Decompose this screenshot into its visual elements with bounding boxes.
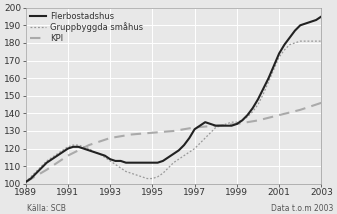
- Flerbostadshus: [24, 181, 28, 183]
- Line: Gruppbyggda småhus: Gruppbyggda småhus: [26, 41, 321, 182]
- Flerbostadshus: [150, 161, 154, 164]
- KPI: [108, 137, 112, 139]
- Gruppbyggda småhus: [319, 40, 324, 42]
- Gruppbyggda småhus: [229, 121, 234, 123]
- Gruppbyggda småhus: [150, 177, 154, 180]
- Text: Data t.o.m 2003: Data t.o.m 2003: [271, 204, 334, 213]
- Flerbostadshus: [103, 154, 107, 157]
- Flerbostadshus: [34, 172, 38, 175]
- KPI: [172, 130, 176, 132]
- Line: Flerbostadshus: Flerbostadshus: [26, 16, 321, 182]
- Line: KPI: KPI: [26, 103, 321, 182]
- KPI: [87, 144, 91, 146]
- Gruppbyggda småhus: [298, 40, 302, 42]
- Flerbostadshus: [229, 124, 234, 127]
- Gruppbyggda småhus: [39, 165, 43, 168]
- Flerbostadshus: [224, 124, 228, 127]
- Gruppbyggda småhus: [103, 156, 107, 159]
- KPI: [277, 114, 281, 116]
- Legend: Flerbostadshus, Gruppbyggda småhus, KPI: Flerbostadshus, Gruppbyggda småhus, KPI: [28, 10, 145, 45]
- KPI: [45, 168, 49, 171]
- KPI: [150, 131, 154, 134]
- Flerbostadshus: [319, 15, 324, 18]
- Flerbostadshus: [39, 167, 43, 169]
- KPI: [24, 181, 28, 183]
- KPI: [129, 133, 133, 136]
- KPI: [193, 126, 197, 129]
- KPI: [256, 119, 260, 122]
- KPI: [298, 108, 302, 111]
- KPI: [235, 123, 239, 125]
- KPI: [319, 101, 324, 104]
- Gruppbyggda småhus: [24, 181, 28, 183]
- Gruppbyggda småhus: [224, 123, 228, 125]
- Gruppbyggda småhus: [34, 170, 38, 173]
- KPI: [214, 124, 218, 127]
- KPI: [66, 154, 70, 157]
- Text: Källa: SCB: Källa: SCB: [27, 204, 66, 213]
